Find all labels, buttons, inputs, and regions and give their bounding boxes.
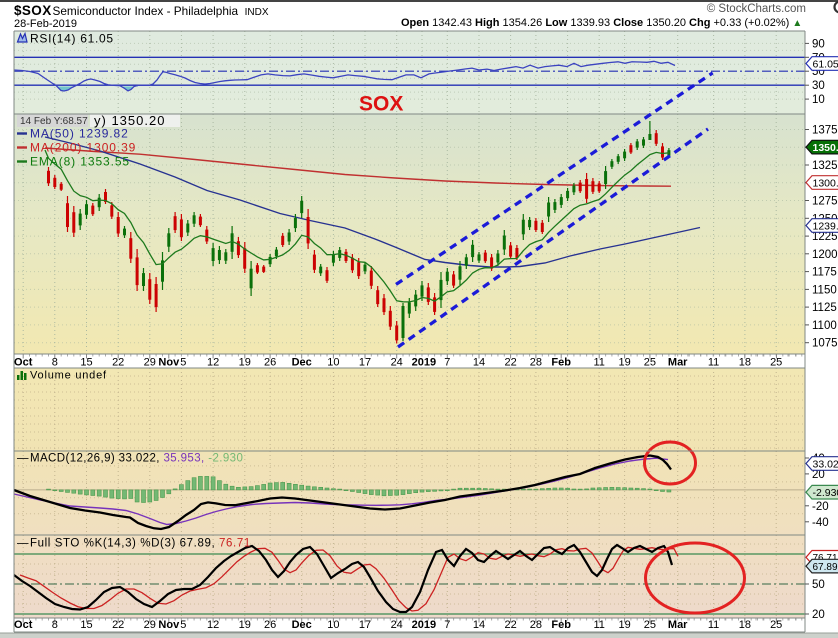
svg-text:-2.930: -2.930 xyxy=(813,487,838,499)
svg-text:19: 19 xyxy=(239,357,251,369)
svg-text:5: 5 xyxy=(180,357,186,369)
svg-text:24: 24 xyxy=(391,619,403,631)
svg-text:11: 11 xyxy=(593,619,604,631)
svg-text:SOX: SOX xyxy=(359,93,403,116)
svg-text:29: 29 xyxy=(144,357,156,369)
svg-text:8: 8 xyxy=(52,357,58,369)
svg-text:1175: 1175 xyxy=(812,267,837,279)
svg-text:10: 10 xyxy=(327,619,339,631)
svg-text:90: 90 xyxy=(812,38,825,50)
svg-text:50: 50 xyxy=(812,579,825,591)
svg-text:Mar: Mar xyxy=(668,357,688,369)
svg-text:—: — xyxy=(17,538,29,550)
svg-text:1300.39: 1300.39 xyxy=(813,177,838,189)
svg-text:61.05: 61.05 xyxy=(813,58,838,70)
svg-text:Full STO %K(14,3) %D(3) 67.89,: Full STO %K(14,3) %D(3) 67.89, 76.71 xyxy=(30,538,251,550)
svg-text:MACD(12,26,9) 33.022, 35.953,: MACD(12,26,9) 33.022, 35.953, -2.930 xyxy=(30,453,243,465)
svg-text:2019: 2019 xyxy=(412,357,436,369)
svg-text:1200: 1200 xyxy=(812,249,838,261)
svg-text:1075: 1075 xyxy=(812,338,838,350)
svg-text:25: 25 xyxy=(770,619,782,631)
svg-text:17: 17 xyxy=(359,357,371,369)
svg-text:26: 26 xyxy=(264,619,276,631)
svg-text:Dec: Dec xyxy=(292,357,312,369)
svg-text:26: 26 xyxy=(264,357,276,369)
svg-text:25: 25 xyxy=(644,619,656,631)
svg-text:19: 19 xyxy=(618,619,630,631)
svg-text:Nov: Nov xyxy=(158,619,180,631)
svg-text:19: 19 xyxy=(618,357,630,369)
svg-text:76.71: 76.71 xyxy=(813,553,838,564)
svg-text:28: 28 xyxy=(530,619,542,631)
svg-text:5: 5 xyxy=(180,619,186,631)
svg-text:10: 10 xyxy=(327,357,339,369)
svg-text:Nov: Nov xyxy=(158,357,180,369)
svg-text:RSI(14) 61.05: RSI(14) 61.05 xyxy=(30,32,114,46)
svg-text:11: 11 xyxy=(708,619,719,631)
svg-text:15: 15 xyxy=(80,357,92,369)
svg-text:14 Feb Y:68.57: 14 Feb Y:68.57 xyxy=(20,116,88,127)
svg-text:17: 17 xyxy=(359,619,371,631)
svg-text:1150: 1150 xyxy=(812,284,837,296)
svg-text:-40: -40 xyxy=(812,517,829,529)
svg-text:22: 22 xyxy=(112,619,124,631)
svg-text:24: 24 xyxy=(391,357,403,369)
svg-text:14: 14 xyxy=(473,619,485,631)
svg-text:8: 8 xyxy=(52,619,58,631)
svg-text:Oct: Oct xyxy=(14,619,33,631)
svg-text:MA(50) 1239.82: MA(50) 1239.82 xyxy=(30,127,129,141)
svg-text:67.89: 67.89 xyxy=(813,562,838,573)
svg-text:25: 25 xyxy=(644,357,656,369)
svg-text:7: 7 xyxy=(444,357,450,369)
svg-text:11: 11 xyxy=(593,357,604,369)
svg-text:1325: 1325 xyxy=(812,160,838,172)
svg-text:19: 19 xyxy=(239,619,251,631)
svg-text:29: 29 xyxy=(144,619,156,631)
svg-text:—: — xyxy=(17,453,29,465)
svg-text:33.022: 33.022 xyxy=(813,458,838,470)
svg-text:Dec: Dec xyxy=(292,619,312,631)
svg-text:1100: 1100 xyxy=(812,320,837,332)
svg-text:28: 28 xyxy=(530,357,542,369)
svg-text:22: 22 xyxy=(112,357,124,369)
svg-text:15: 15 xyxy=(80,619,92,631)
svg-text:Mar: Mar xyxy=(668,619,688,631)
svg-text:2019: 2019 xyxy=(412,619,436,631)
svg-text:18: 18 xyxy=(739,619,751,631)
svg-text:7: 7 xyxy=(444,619,450,631)
svg-text:12: 12 xyxy=(207,619,219,631)
svg-text:Feb: Feb xyxy=(551,619,571,631)
svg-text:22: 22 xyxy=(504,619,516,631)
svg-text:14: 14 xyxy=(473,357,485,369)
svg-text:1275: 1275 xyxy=(812,196,838,208)
svg-text:Volume undef: Volume undef xyxy=(30,370,107,382)
svg-text:11: 11 xyxy=(708,357,719,369)
svg-text:30: 30 xyxy=(812,80,825,92)
svg-text:Oct: Oct xyxy=(14,357,33,369)
svg-text:1225: 1225 xyxy=(812,231,838,243)
svg-text:-20: -20 xyxy=(812,501,829,513)
svg-text:18: 18 xyxy=(739,357,751,369)
svg-text:12: 12 xyxy=(207,357,219,369)
svg-text:y) 1350.20: y) 1350.20 xyxy=(94,113,165,128)
svg-text:1375: 1375 xyxy=(812,125,838,137)
svg-text:10: 10 xyxy=(812,94,825,106)
svg-text:22: 22 xyxy=(504,357,516,369)
svg-text:1350.20: 1350.20 xyxy=(813,142,838,154)
svg-text:Feb: Feb xyxy=(551,357,571,369)
svg-text:25: 25 xyxy=(770,357,782,369)
svg-text:1239.82: 1239.82 xyxy=(813,220,838,232)
svg-text:MA(200) 1300.39: MA(200) 1300.39 xyxy=(30,141,136,155)
svg-text:20: 20 xyxy=(812,609,825,621)
svg-text:1125: 1125 xyxy=(812,302,837,314)
svg-text:EMA(8) 1353.55: EMA(8) 1353.55 xyxy=(30,155,130,169)
svg-text:20: 20 xyxy=(812,469,825,481)
